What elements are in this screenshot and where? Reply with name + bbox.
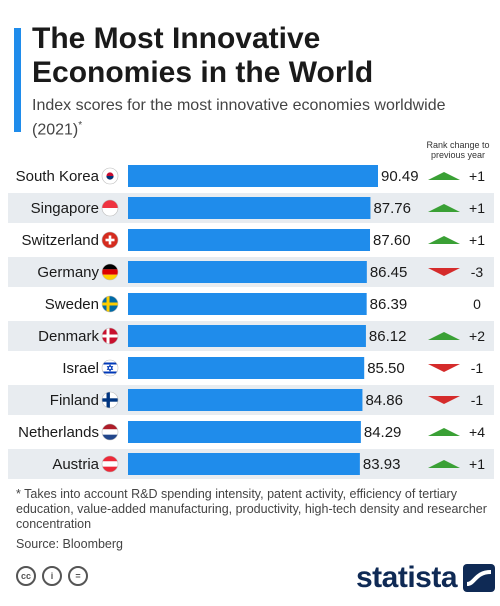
rank-up-icon: [428, 428, 460, 436]
rank-up-icon: [428, 460, 460, 468]
no-derivatives-icon[interactable]: =: [68, 566, 88, 586]
bar: [128, 453, 360, 475]
category-label: Germany: [37, 264, 99, 281]
bar: [128, 293, 367, 315]
rank-up-icon: [428, 172, 460, 180]
category-label: Finland: [50, 392, 99, 409]
bar: [128, 165, 378, 187]
attribution-icon[interactable]: i: [42, 566, 62, 586]
cc-icon[interactable]: cc: [16, 566, 36, 586]
statista-logo-icon: [463, 564, 496, 592]
bar-chart: South Korea 90.49 +1 Singapore 87.76 +1 Switze…: [8, 165, 494, 479]
flag-austria-icon: [101, 455, 119, 473]
rank-change-label: 0: [473, 296, 481, 312]
source: Source: Bloomberg: [16, 537, 124, 551]
value-label: 90.49: [381, 168, 419, 185]
value-label: 87.60: [373, 232, 411, 249]
rank-change-label: +2: [469, 328, 485, 344]
rank-change-label: -1: [471, 360, 484, 376]
category-label: Denmark: [38, 328, 99, 345]
bar: [128, 229, 371, 251]
category-label: Switzerland: [21, 232, 99, 249]
value-label: 84.29: [364, 424, 402, 441]
flag-singapore-icon: [101, 199, 119, 217]
category-label: South Korea: [16, 168, 100, 185]
bar: [128, 197, 371, 219]
rank-change-label: +1: [469, 200, 485, 216]
flag-sweden-icon: [101, 295, 119, 313]
flag-denmark-icon: [101, 327, 119, 345]
rank-change-label: +4: [469, 424, 485, 440]
subtitle-footnote-mark: *: [78, 120, 83, 131]
bar: [128, 357, 365, 379]
rank-change-label: +1: [469, 456, 485, 472]
chart-title: The Most Innovative Economies in the Wor…: [32, 22, 374, 89]
rank-change-label: -1: [471, 392, 484, 408]
title-accent-bar: [14, 28, 21, 132]
brand-name: statista: [356, 561, 458, 594]
flag-netherlands-icon: [101, 423, 119, 441]
flag-south-korea-icon: [101, 167, 119, 185]
bar: [128, 261, 367, 283]
rank-change-header: Rank change to previous year: [426, 140, 490, 160]
category-label: Israel: [62, 360, 99, 377]
rank-down-icon: [428, 268, 460, 276]
category-label: Singapore: [31, 200, 99, 217]
rank-up-icon: [428, 332, 460, 340]
value-label: 86.39: [370, 296, 408, 313]
rank-down-icon: [428, 396, 460, 404]
footnote: * Takes into account R&D spending intens…: [16, 487, 487, 531]
flag-germany-icon: [101, 263, 119, 281]
rank-up-icon: [428, 236, 460, 244]
rank-change-label: +1: [469, 168, 485, 184]
rank-down-icon: [428, 364, 460, 372]
category-label: Sweden: [45, 296, 99, 313]
license-icons: cc i =: [16, 566, 88, 586]
flag-israel-icon: [101, 359, 119, 377]
flag-finland-icon: [101, 391, 119, 409]
value-label: 86.12: [369, 328, 407, 345]
category-label: Netherlands: [18, 424, 99, 441]
rank-up-icon: [428, 204, 460, 212]
value-label: 84.86: [365, 392, 403, 409]
chart-subtitle: Index scores for the most innovative eco…: [32, 96, 472, 140]
bar: [128, 421, 361, 443]
category-label: Austria: [52, 456, 99, 473]
bar: [128, 389, 363, 411]
rank-change-label: +1: [469, 232, 485, 248]
statista-logo[interactable]: statista: [356, 561, 496, 595]
value-label: 83.93: [363, 456, 401, 473]
value-label: 85.50: [367, 360, 405, 377]
value-label: 86.45: [370, 264, 408, 281]
subtitle-text: Index scores for the most innovative eco…: [32, 97, 446, 139]
bar: [128, 325, 366, 347]
rank-change-label: -3: [471, 264, 484, 280]
value-label: 87.76: [373, 200, 411, 217]
flag-switzerland-icon: [101, 231, 119, 249]
